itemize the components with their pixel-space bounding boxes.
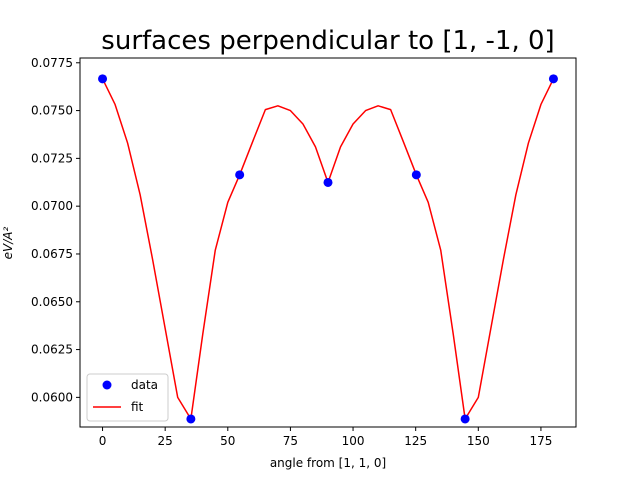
x-tick-label: 100 — [342, 434, 365, 448]
data-point — [548, 74, 558, 84]
x-tick-label: 150 — [467, 434, 490, 448]
legend: data fit — [86, 373, 169, 422]
fit-line — [101, 78, 555, 420]
y-tick-label: 0.0625 — [31, 343, 73, 357]
y-tick-label: 0.0650 — [31, 295, 73, 309]
x-tick-label: 50 — [220, 434, 235, 448]
y-axis-label: eV/A² — [1, 226, 15, 259]
legend-fit-label: fit — [131, 400, 144, 414]
data-point — [98, 74, 108, 84]
data-point — [460, 414, 470, 424]
y-tick-label: 0.0775 — [31, 56, 73, 70]
x-axis-label: angle from [1, 1, 0] — [270, 456, 386, 470]
y-tick-label: 0.0700 — [31, 199, 73, 213]
y-tick-label: 0.0725 — [31, 151, 73, 165]
x-ticks: 0 25 50 75 100 125 150 175 — [99, 427, 552, 448]
y-ticks: 0.0600 0.0625 0.0650 0.0675 0.0700 0.0725 0.07… — [31, 56, 80, 404]
data-point — [235, 170, 245, 180]
legend-data-marker — [102, 380, 112, 390]
y-tick-label: 0.0750 — [31, 104, 73, 118]
x-tick-label: 0 — [99, 434, 107, 448]
plot-frame — [79, 57, 577, 428]
plot-marks — [98, 74, 558, 424]
data-point — [411, 170, 421, 180]
x-tick-label: 175 — [529, 434, 552, 448]
y-tick-label: 0.0675 — [31, 247, 73, 261]
legend-data-label: data — [131, 378, 158, 392]
data-point — [323, 177, 333, 187]
x-tick-label: 125 — [404, 434, 427, 448]
data-point — [186, 414, 196, 424]
x-tick-label: 25 — [158, 434, 173, 448]
y-tick-label: 0.0600 — [31, 390, 73, 404]
x-tick-label: 75 — [283, 434, 298, 448]
chart-title: surfaces perpendicular to [1, -1, 0] — [101, 26, 554, 56]
